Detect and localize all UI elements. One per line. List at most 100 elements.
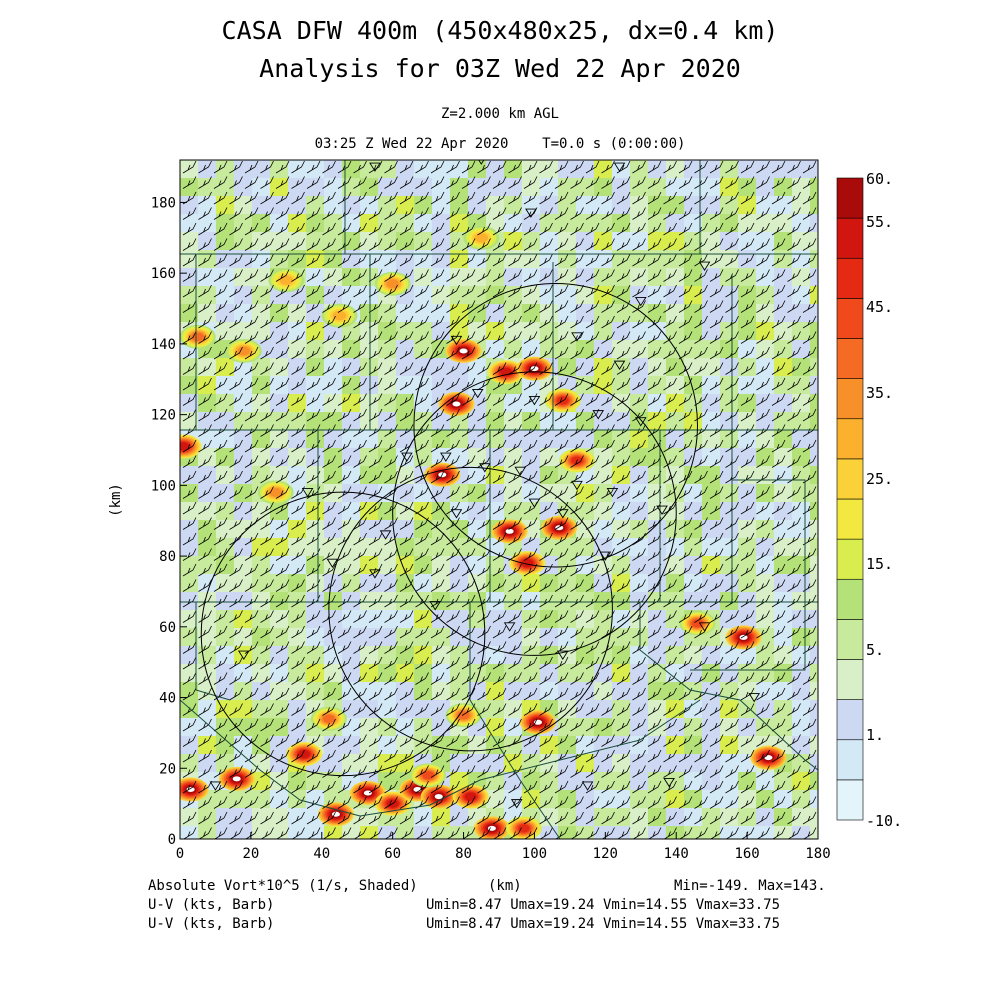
wind-barb bbox=[198, 160, 212, 174]
wind-barb bbox=[492, 160, 507, 174]
wind-barb bbox=[229, 548, 243, 561]
field-cell bbox=[774, 592, 792, 610]
wind-barb bbox=[709, 439, 724, 453]
field-cell bbox=[342, 412, 360, 430]
wind-barb bbox=[322, 269, 336, 282]
chart-subtitle: Analysis for 03Z Wed 22 Apr 2020 bbox=[259, 54, 741, 83]
field-cell bbox=[720, 718, 738, 736]
field-cell bbox=[234, 304, 252, 322]
wind-barb bbox=[647, 641, 662, 654]
field-cell bbox=[234, 376, 252, 394]
field-cell bbox=[702, 682, 720, 700]
wind-barb bbox=[539, 408, 553, 422]
wind-barb bbox=[337, 455, 352, 468]
wind-barb bbox=[756, 160, 770, 174]
wind-barb bbox=[523, 191, 538, 205]
field-cell bbox=[396, 430, 414, 448]
wind-barb bbox=[399, 160, 414, 174]
wind-barb bbox=[430, 749, 445, 763]
wind-barb bbox=[601, 610, 615, 623]
field-cell bbox=[234, 808, 252, 826]
field-cell bbox=[396, 394, 414, 412]
radar-site bbox=[326, 558, 339, 569]
wind-barb bbox=[368, 191, 383, 205]
wind-barb bbox=[415, 455, 429, 468]
wind-barb bbox=[384, 176, 398, 189]
field-cell bbox=[630, 502, 648, 520]
field-cell bbox=[792, 592, 810, 610]
field-cell bbox=[180, 808, 198, 826]
wind-barb bbox=[570, 253, 584, 267]
wind-barb bbox=[523, 641, 538, 654]
wind-barb bbox=[632, 827, 646, 839]
wind-barb bbox=[647, 346, 662, 360]
field-cell bbox=[774, 826, 792, 839]
field-cell bbox=[324, 484, 342, 502]
wind-barb bbox=[740, 656, 755, 670]
wind-barb bbox=[554, 610, 569, 623]
field-cell bbox=[468, 412, 486, 430]
wind-barb bbox=[430, 548, 445, 561]
wind-barb bbox=[725, 796, 739, 809]
wind-barb bbox=[291, 796, 305, 809]
field-cell bbox=[558, 268, 576, 286]
wind-barb bbox=[477, 346, 491, 360]
field-cell bbox=[684, 412, 702, 430]
field-cell bbox=[612, 646, 630, 664]
wind-barb bbox=[198, 470, 212, 484]
field-cell bbox=[432, 736, 450, 754]
wind-barb bbox=[384, 827, 398, 839]
wind-barb bbox=[694, 362, 708, 375]
wind-barb bbox=[198, 238, 212, 251]
wind-barb bbox=[430, 393, 445, 406]
wind-barb bbox=[694, 641, 708, 654]
wind-barb bbox=[787, 346, 801, 360]
field-cell bbox=[270, 196, 288, 214]
wind-barb bbox=[384, 300, 398, 313]
wind-barb bbox=[539, 300, 553, 313]
wind-barb bbox=[663, 610, 677, 623]
wind-barb bbox=[756, 656, 770, 670]
wind-barb bbox=[740, 300, 755, 313]
wind-barb bbox=[709, 284, 724, 298]
wind-barb bbox=[802, 548, 817, 561]
wind-barb bbox=[787, 269, 801, 282]
field-cell bbox=[756, 178, 774, 196]
wind-barb bbox=[213, 160, 228, 174]
radar-site bbox=[237, 650, 250, 660]
wind-barb bbox=[694, 796, 708, 809]
field-cell bbox=[666, 808, 684, 826]
wind-barb bbox=[709, 625, 724, 639]
field-cell bbox=[666, 466, 684, 484]
wind-barb bbox=[244, 377, 259, 391]
field-cell bbox=[360, 628, 378, 646]
wind-barb bbox=[523, 749, 538, 763]
wind-barb bbox=[647, 765, 662, 778]
wind-barb bbox=[399, 579, 414, 592]
wind-barb bbox=[446, 579, 460, 592]
field-cell bbox=[306, 592, 324, 610]
wind-barb bbox=[399, 641, 414, 654]
wind-barb bbox=[787, 780, 801, 794]
wind-barb bbox=[570, 160, 584, 174]
wind-barb bbox=[399, 470, 414, 484]
wind-barb bbox=[647, 300, 662, 313]
wind-barb bbox=[539, 765, 553, 778]
wind-barb bbox=[710, 827, 724, 839]
field-cell bbox=[612, 412, 630, 430]
wind-barb bbox=[632, 470, 646, 484]
wind-barb bbox=[771, 393, 786, 406]
wind-barb bbox=[725, 780, 739, 794]
wind-barb bbox=[740, 269, 755, 282]
wind-barb bbox=[492, 718, 507, 732]
wind-barb bbox=[322, 207, 336, 220]
field-cell bbox=[468, 322, 486, 340]
wind-barb bbox=[694, 315, 708, 329]
field-cell bbox=[774, 790, 792, 808]
wind-barb bbox=[461, 315, 476, 329]
field-cell bbox=[396, 664, 414, 682]
wind-barb bbox=[368, 222, 383, 236]
field-cell bbox=[216, 232, 234, 250]
wind-barb bbox=[415, 579, 429, 592]
wind-barb bbox=[353, 284, 367, 298]
